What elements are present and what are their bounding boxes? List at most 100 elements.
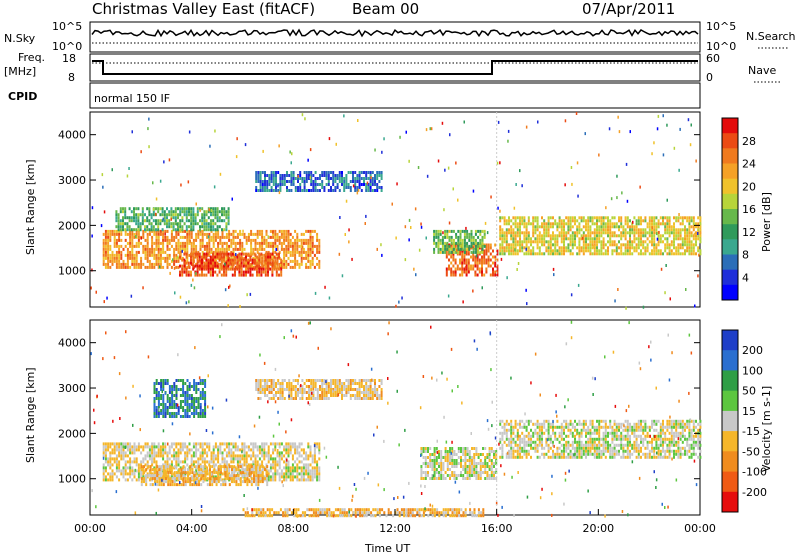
heatmap-cell-vel-A [158, 448, 160, 451]
heatmap-cell-band-D [644, 252, 646, 255]
heatmap-cell-band-D [548, 216, 550, 219]
heatmap-cell-band-A [301, 239, 303, 242]
heatmap-cell-band-A [147, 260, 149, 263]
heatmap-cell-band-A [153, 248, 155, 251]
heatmap-cell-upper-arc [350, 189, 352, 192]
heatmap-cell-band-D [607, 216, 609, 219]
heatmap-cell-vel-C [519, 426, 521, 429]
heatmap-cell-upper-arc [337, 183, 339, 186]
heatmap-scatter-point [191, 284, 193, 287]
heatmap-cell-band-E [155, 207, 157, 210]
heatmap-cell-upper-arc [312, 186, 314, 189]
heatmap-cell-band-A [266, 245, 268, 248]
heatmap-scatter-point [697, 274, 699, 277]
heatmap-cell-band-D [695, 222, 697, 225]
heatmap-cell-vel-B [246, 468, 248, 471]
heatmap-cell-vel-C [523, 426, 525, 429]
heatmap-cell-vel-A [283, 475, 285, 478]
heatmap-cell-band-D [585, 222, 587, 225]
heatmap-cell-band-D [653, 222, 655, 225]
heatmap-scatter-point [329, 137, 331, 140]
heatmap-cell-vel-A [131, 445, 133, 448]
heatmap-cell-vel-A [272, 478, 274, 481]
heatmap-cell-band-D [570, 216, 572, 219]
heatmap-cell-band-D [532, 222, 534, 225]
heatmap-cell-vel-B [255, 468, 257, 471]
heatmap-cell-band-D [559, 219, 561, 222]
heatmap-cell-band-A [288, 248, 290, 251]
heatmap-scatter-point [421, 226, 423, 229]
heatmap-cell-band-F [451, 251, 453, 254]
heatmap-cell-band-A [180, 242, 182, 245]
heatmap-cell-band-B [265, 268, 267, 271]
heatmap-cell-band-A [167, 230, 169, 233]
heatmap-cell-vel-C [565, 420, 567, 423]
heatmap-cell-vel-C [550, 426, 552, 429]
heatmap-cell-band-D [673, 231, 675, 234]
heatmap-cell-band-D [627, 219, 629, 222]
heatmap-cell-band-D [594, 228, 596, 231]
heatmap-cell-band-A [127, 233, 129, 236]
heatmap-cell-band-D [594, 231, 596, 234]
heatmap-cell-vel-A [151, 460, 153, 463]
heatmap-cell-band-D [600, 234, 602, 237]
heatmap-cell-band-D [640, 252, 642, 255]
heatmap-cell-band-D [510, 231, 512, 234]
heatmap-cell-band-A [208, 242, 210, 245]
heatmap-cell-vel-A [299, 454, 301, 457]
heatmap-cell-band-A [114, 260, 116, 263]
heatmap-cell-vel-B [158, 471, 160, 474]
heatmap-cell-band-B [210, 268, 212, 271]
heatmap-cell-vel-A [167, 457, 169, 460]
heatmap-cell-band-A [147, 245, 149, 248]
heatmap-cell-band-D [596, 243, 598, 246]
heatmap-cell-band-A [107, 230, 109, 233]
heatmap-cell-vel-C [594, 450, 596, 453]
heatmap-cell-band-A [285, 236, 287, 239]
heatmap-cell-band-E [210, 219, 212, 222]
heatmap-cell-vel-C [539, 423, 541, 426]
heatmap-cell-band-E [199, 225, 201, 228]
heatmap-cell-band-B [241, 271, 243, 274]
heatmap-cell-upper-arc [282, 174, 284, 177]
heatmap-scatter-point [501, 258, 503, 261]
heatmap-cell-vel-A [310, 463, 312, 466]
heatmap-cell-upper-arc [334, 186, 336, 189]
heatmap-cell-vel-C [537, 435, 539, 438]
heatmap-cell-upper-arc [304, 171, 306, 174]
heatmap-cell-band-D [541, 237, 543, 240]
heatmap-scatter-point [209, 145, 211, 148]
heatmap-cell-band-D [686, 231, 688, 234]
heatmap-cell-band-A [213, 245, 215, 248]
heatmap-cell-band-A [307, 248, 309, 251]
heatmap-cell-upper-arc [315, 186, 317, 189]
heatmap-cell-vel-C [541, 444, 543, 447]
heatmap-cell-band-D [658, 234, 660, 237]
heatmap-cell-band-D [605, 231, 607, 234]
heatmap-cell-band-B [197, 271, 199, 274]
heatmap-cell-vel-B [222, 465, 224, 468]
heatmap-cell-vel-C [521, 420, 523, 423]
heatmap-cell-band-A [226, 233, 228, 236]
heatmap-cell-vel-B [260, 474, 262, 477]
heatmap-cell-band-F [479, 239, 481, 242]
heatmap-cell-band-D [515, 243, 517, 246]
heatmap-cell-vel-C [523, 435, 525, 438]
heatmap-cell-upper-arc [381, 186, 383, 189]
heatmap-cell-vel-B [220, 471, 222, 474]
heatmap-cell-upper-arc [319, 183, 321, 186]
heatmap-scatter-point [194, 286, 196, 289]
heatmap-cell-band-A [230, 242, 232, 245]
heatmap-cell-band-E [208, 225, 210, 228]
heatmap-cell-vel-A [294, 466, 296, 469]
heatmap-cell-band-A [131, 239, 133, 242]
heatmap-cell-band-A [193, 245, 195, 248]
heatmap-cell-band-A [272, 242, 274, 245]
heatmap-cell-band-D [548, 240, 550, 243]
heatmap-cell-vel-C [570, 423, 572, 426]
heatmap-cell-vel-B [227, 477, 229, 480]
heatmap-cell-band-E [164, 213, 166, 216]
heatmap-cell-vel-A [103, 448, 105, 451]
heatmap-cell-band-E [228, 213, 230, 216]
heatmap-cell-vel-B [257, 483, 259, 486]
